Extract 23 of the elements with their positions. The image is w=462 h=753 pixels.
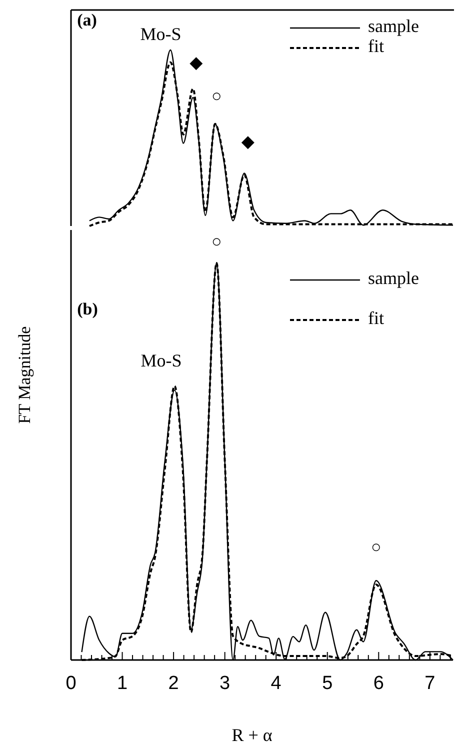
x-tick-label: 2 [168,673,179,694]
text: Mo-S [140,24,182,44]
x-tick-label: 0 [66,673,76,694]
x-tick-label: 7 [424,673,436,694]
annotation: (b) [77,300,98,319]
annotation: ◆ [190,52,204,72]
x-axis-title: R + α [232,725,273,745]
x-tick-label: 3 [220,673,230,694]
x-tick-label: 1 [116,673,128,694]
annotation: Mo-S [140,350,182,370]
legend-label: sample [368,268,419,288]
annotation: ○ [370,538,382,557]
legend-label: fit [368,308,384,328]
x-tick-label: 6 [373,673,384,694]
legend-label: fit [368,36,384,56]
y-axis-title: FT Magnitude [15,326,34,424]
annotation: ◆ [241,132,256,152]
text: (a) [77,10,97,30]
x-tick-label: 4 [270,673,282,694]
legend-label: sample [368,16,419,36]
annotation: ○ [211,86,222,106]
x-tick-label: 5 [322,673,333,694]
text: ○ [211,232,222,252]
